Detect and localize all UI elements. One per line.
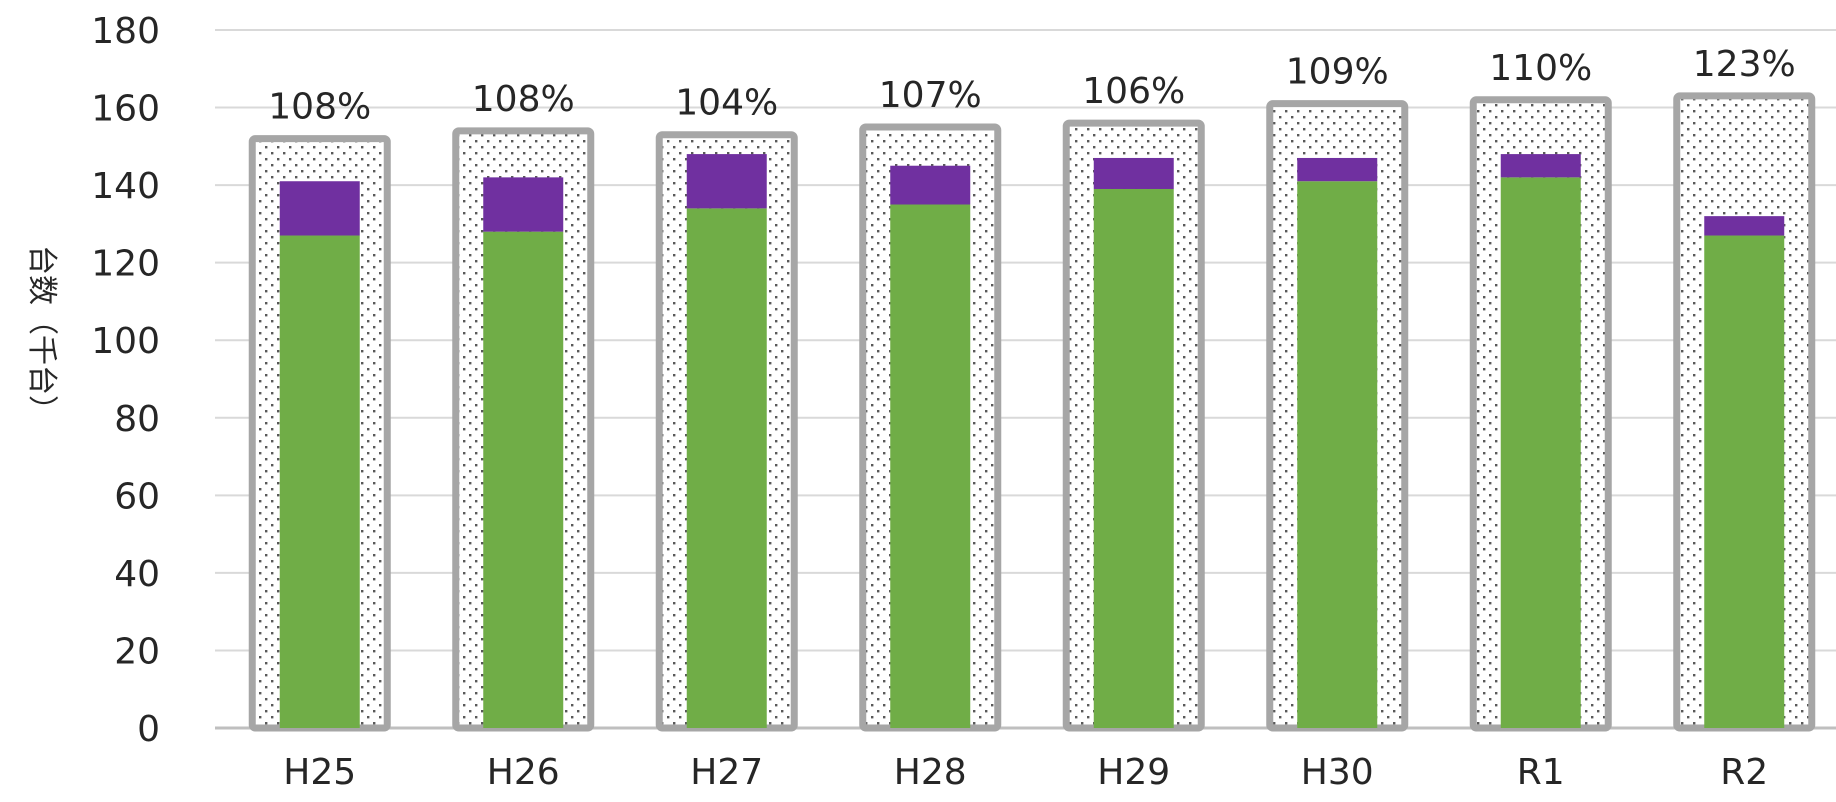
data-label: 108% bbox=[472, 79, 575, 120]
x-tick-label: H28 bbox=[894, 752, 967, 793]
bar-top-H28 bbox=[890, 165, 971, 205]
bar-base-H25 bbox=[279, 235, 360, 728]
y-tick-label: 60 bbox=[114, 476, 160, 517]
x-tick-label: R1 bbox=[1517, 752, 1565, 793]
x-axis-ticks: H25 H26 H27 H28 H29 H30 R1 R2 bbox=[283, 752, 1768, 793]
x-tick-label: H29 bbox=[1097, 752, 1170, 793]
y-tick-label: 140 bbox=[91, 166, 160, 207]
bars bbox=[248, 92, 1816, 732]
bar-top-H26 bbox=[483, 177, 564, 232]
y-axis-ticks: 0 20 40 60 80 100 120 140 160 180 bbox=[91, 11, 160, 750]
y-axis-label: 台数（千台） bbox=[24, 245, 59, 425]
bar-base-H30 bbox=[1297, 181, 1378, 728]
x-tick-label: H27 bbox=[690, 752, 763, 793]
bar-top-H30 bbox=[1297, 157, 1378, 182]
data-label: 106% bbox=[1082, 71, 1185, 112]
data-label: 123% bbox=[1693, 44, 1796, 85]
data-label: 110% bbox=[1489, 48, 1592, 89]
bar-top-R1 bbox=[1500, 154, 1581, 178]
bar-base-R2 bbox=[1704, 235, 1785, 728]
y-tick-label: 120 bbox=[91, 244, 160, 285]
bar-base-H28 bbox=[890, 204, 971, 728]
bar-top-H25 bbox=[279, 181, 360, 236]
y-tick-label: 80 bbox=[114, 399, 160, 440]
x-tick-label: H26 bbox=[487, 752, 560, 793]
bar-base-H26 bbox=[483, 231, 564, 728]
y-tick-label: 100 bbox=[91, 321, 160, 362]
bar-base-R1 bbox=[1500, 177, 1581, 728]
data-labels: 108% 108% 104% 107% 106% 109% 110% 123% bbox=[268, 44, 1795, 128]
y-tick-label: 160 bbox=[91, 89, 160, 130]
x-tick-label: R2 bbox=[1720, 752, 1768, 793]
bar-top-R2 bbox=[1704, 216, 1785, 236]
bar-base-H27 bbox=[686, 208, 767, 728]
y-tick-label: 20 bbox=[114, 631, 160, 672]
data-label: 109% bbox=[1286, 52, 1389, 93]
y-tick-label: 180 bbox=[91, 11, 160, 52]
y-tick-label: 0 bbox=[137, 709, 160, 750]
bar-base-H29 bbox=[1093, 188, 1174, 728]
bar-top-H27 bbox=[686, 154, 767, 209]
bar-top-H29 bbox=[1093, 157, 1174, 189]
x-tick-label: H30 bbox=[1301, 752, 1374, 793]
y-tick-label: 40 bbox=[114, 554, 160, 595]
data-label: 108% bbox=[268, 87, 371, 128]
data-label: 104% bbox=[675, 83, 778, 124]
x-tick-label: H25 bbox=[283, 752, 356, 793]
data-label: 107% bbox=[879, 75, 982, 116]
